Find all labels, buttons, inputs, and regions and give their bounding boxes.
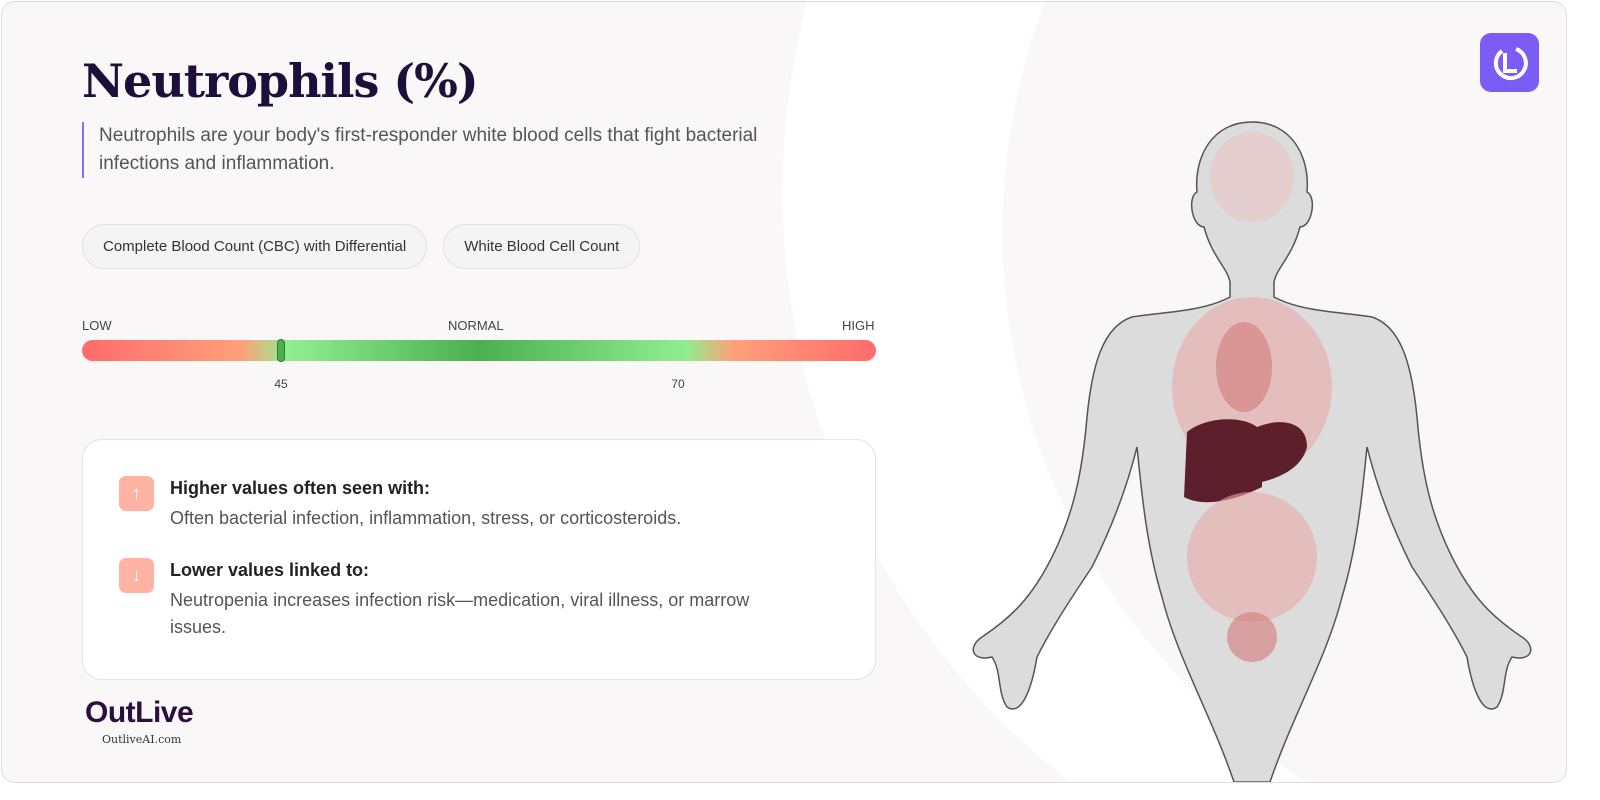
anatomy-figure [972,121,1532,782]
tag-cbc[interactable]: Complete Blood Count (CBC) with Differen… [82,224,428,269]
biomarker-card: Neutrophils (%) Neutrophils are your bod… [1,1,1567,783]
site-url[interactable]: OutliveAI.com [102,733,182,746]
high-label: HIGH [842,318,875,333]
low-label: LOW [82,318,112,333]
outlive-logo: OutLive [85,696,194,729]
arrow-up-icon: ↑ [119,476,154,511]
range-bar [82,340,876,361]
lower-text: Neutropenia increases infection risk—med… [170,590,750,637]
info-box: ↑ Higher values often seen with: Often b… [82,439,876,680]
higher-text: Often bacterial infection, inflammation,… [170,508,682,528]
lower-title: Lower values linked to: [170,560,370,580]
app-badge-icon [1480,33,1539,92]
normal-max-tick: 70 [671,377,685,391]
higher-title: Higher values often seen with: [170,478,431,498]
tag-wbc[interactable]: White Blood Cell Count [443,224,641,269]
value-marker [277,339,285,362]
normal-min-tick: 45 [274,377,288,391]
description: Neutrophils are your body's first-respon… [82,122,802,178]
normal-label: NORMAL [448,318,504,333]
arrow-down-icon: ↓ [119,558,154,593]
page-title: Neutrophils (%) [82,54,479,108]
